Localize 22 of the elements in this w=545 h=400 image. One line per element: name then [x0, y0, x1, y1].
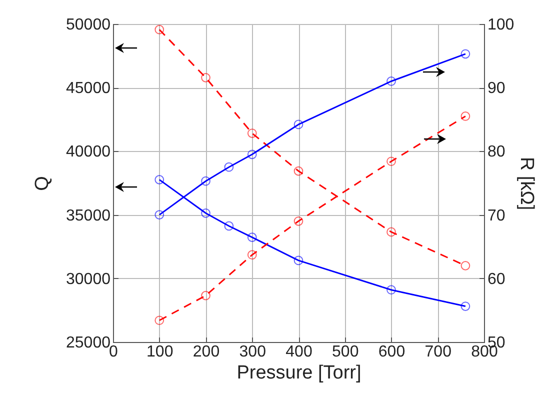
y2-axis-title: R [kΩ] — [516, 156, 538, 210]
y-tick-label: 50000 — [66, 16, 111, 34]
y2-tick-label: 60 — [488, 270, 506, 288]
y-tick-label: 30000 — [66, 270, 111, 288]
x-tick-label: 100 — [146, 344, 174, 360]
y2-tick-label: 100 — [488, 16, 514, 34]
x-tick-label: 200 — [192, 344, 220, 360]
y-tick-label: 35000 — [66, 207, 111, 224]
y-axis-title: Q — [32, 176, 54, 191]
y2-tick-label: 80 — [488, 144, 506, 161]
x-tick-label: 300 — [239, 344, 266, 360]
y-tick-label: 25000 — [66, 334, 111, 352]
x-tick-label: 400 — [286, 344, 312, 360]
y-tick-label: 40000 — [66, 144, 111, 161]
x-tick-label: 700 — [424, 344, 452, 360]
x-tick-label: 600 — [378, 344, 406, 360]
x-tick-label: 500 — [332, 344, 359, 360]
y2-tick-label: 70 — [488, 207, 506, 224]
x-tick-label: 0 — [109, 344, 118, 360]
x-axis-title: Pressure [Torr] — [236, 362, 362, 384]
y-tick-label: 45000 — [66, 80, 111, 98]
y2-tick-label: 90 — [488, 80, 506, 98]
